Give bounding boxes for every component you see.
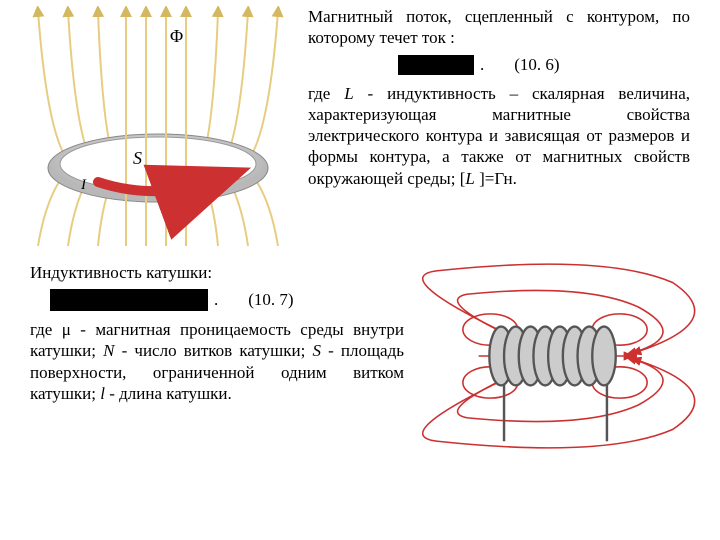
var-L: L (344, 84, 353, 103)
var-mu: μ (62, 320, 71, 339)
eq-number-1: (10. 6) (514, 55, 559, 75)
eq-dot-2: . (214, 290, 218, 310)
bottom-text-block: Индуктивность катушки: . (10. 7) где μ -… (30, 263, 404, 451)
i-label: I (80, 177, 87, 193)
coil-title: Индуктивность катушки: (30, 263, 404, 283)
top-text-block: Магнитный поток, сцепленный с контуром, … (298, 6, 690, 251)
eq-dot-1: . (480, 55, 484, 75)
var-N: N (103, 341, 114, 360)
coil-field-figure (408, 261, 702, 451)
loop-field-figure: Φ S I (18, 6, 298, 251)
s-label: S (133, 148, 142, 168)
formula-redacted-2 (50, 289, 208, 311)
para-flux: Магнитный поток, сцепленный с контуром, … (308, 6, 690, 49)
eq-number-2: (10. 7) (248, 290, 293, 310)
phi-label: Φ (170, 26, 183, 46)
para-inductance-def: где L - индуктивность – скалярная величи… (308, 83, 690, 189)
para-coil-def: где μ - магнитная проницаемость среды вн… (30, 319, 404, 404)
formula-redacted-1 (398, 55, 474, 75)
var-L2: L (465, 169, 474, 188)
var-S: S (312, 341, 321, 360)
